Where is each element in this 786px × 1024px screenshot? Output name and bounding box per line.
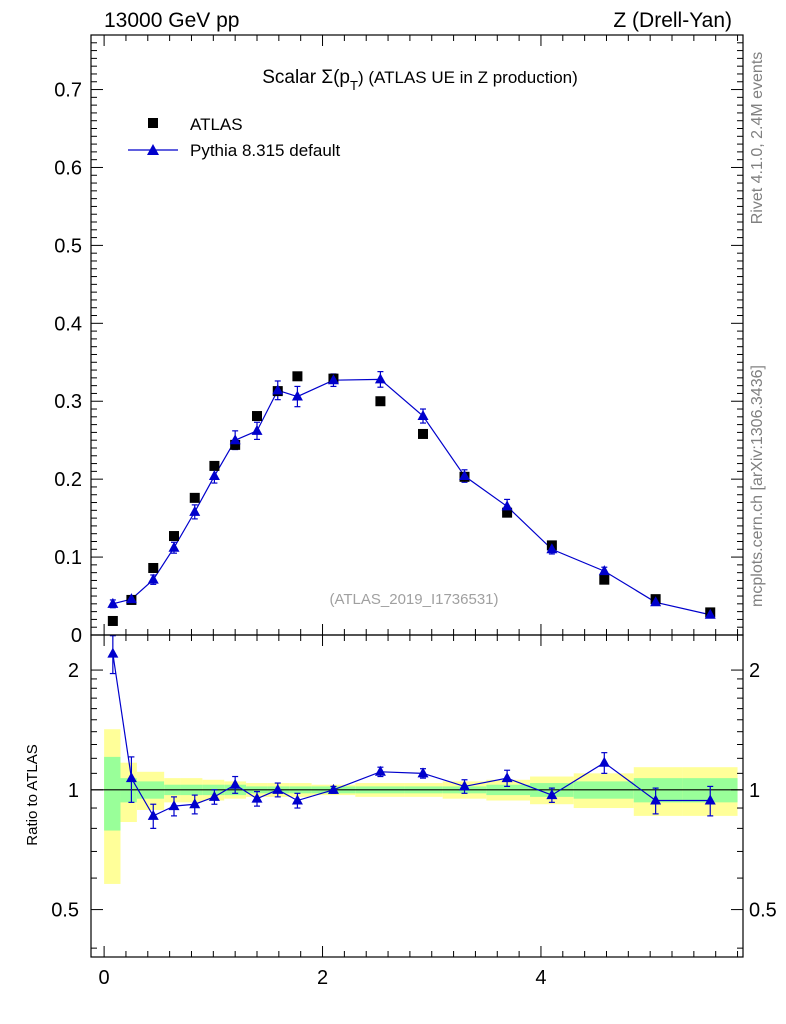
ratio-point: [168, 800, 180, 811]
mc-point: [251, 424, 263, 435]
legend-mc-marker: [147, 144, 159, 155]
data-point: [252, 411, 263, 422]
x-tick-label: 0: [99, 967, 110, 989]
y-tick-label: 0: [71, 625, 82, 647]
mc-point: [189, 505, 201, 516]
ratio-point: [374, 765, 386, 776]
ratio-band-inner: [104, 756, 121, 831]
data-point: [209, 460, 220, 471]
y-tick-label: 0.7: [54, 80, 82, 102]
ratio-point: [650, 794, 662, 805]
y-tick-label: 0.4: [54, 313, 82, 335]
ratio-y-tick-label: 0.5: [51, 900, 79, 922]
mc-point: [417, 410, 429, 421]
ratio-point: [417, 767, 429, 778]
mc-point: [208, 470, 220, 481]
mc-point: [598, 565, 610, 576]
mc-point: [501, 500, 513, 511]
ratio-y-tick-label: 2: [68, 660, 79, 682]
ratio-point: [107, 647, 119, 658]
mc-point: [168, 541, 180, 552]
data-point: [292, 371, 303, 382]
legend-data-label: ATLAS: [190, 115, 243, 134]
mc-point: [125, 593, 137, 604]
ratio-point: [291, 794, 303, 805]
chart-title: Scalar Σ(pT) (ATLAS UE in Z production): [262, 67, 578, 93]
mc-point: [374, 373, 386, 384]
mc-point: [546, 543, 558, 554]
ratio-point: [327, 783, 339, 794]
main-panel: 0 0.1 0.2 0.3 0.4 0.5 0.6 0.7: [54, 34, 744, 957]
y-tick-label: 0.2: [54, 469, 82, 491]
mc-line: [112, 378, 711, 616]
ratio-frame: [90, 634, 744, 958]
ratio-point: [147, 809, 159, 820]
x-tick-label: 2: [317, 967, 328, 989]
ratio-point: [704, 794, 716, 805]
title-main: Scalar Σ(p: [262, 67, 350, 88]
title-rest: ) (ATLAS UE in Z production): [358, 68, 578, 87]
data-point: [230, 439, 241, 450]
ratio-y-tick-label-right: 1: [749, 780, 760, 802]
ratio-point: [459, 780, 471, 791]
mc-point: [147, 573, 159, 584]
mc-point: [272, 384, 284, 395]
y-tick-label: 0.3: [54, 391, 82, 413]
legend-mc-label: Pythia 8.315 default: [190, 141, 341, 160]
ratio-point: [272, 783, 284, 794]
mc-point: [107, 597, 119, 608]
ratio-y-tick-label-right: 0.5: [749, 900, 777, 922]
data-point: [169, 531, 180, 542]
y-tick-label: 0.1: [54, 547, 82, 569]
legend-data-marker: [148, 118, 158, 128]
ratio-point: [229, 778, 241, 789]
rivet-version-label: Rivet 4.1.0, 2.4M events: [749, 52, 766, 225]
ratio-point: [598, 756, 610, 767]
data-point: [375, 396, 386, 407]
y-tick-label: 0.6: [54, 157, 82, 179]
ratio-y-axis-label: Ratio to ATLAS: [24, 744, 41, 845]
main-frame: [90, 34, 744, 636]
mc-point: [650, 596, 662, 607]
ratio-panel: 0 2 4 0.5 0.5 1 1 2 2: [51, 634, 777, 989]
ratio-point: [546, 789, 558, 800]
analysis-watermark: (ATLAS_2019_I1736531): [329, 591, 498, 608]
data-point: [189, 492, 200, 503]
mc-point: [704, 608, 716, 619]
ratio-y-tick-label-right: 2: [749, 660, 760, 682]
ratio-point: [189, 798, 201, 809]
ratio-y-tick-label: 1: [68, 780, 79, 802]
data-point: [599, 574, 610, 585]
ratio-point: [125, 772, 137, 783]
data-point: [502, 507, 513, 518]
mc-point: [291, 390, 303, 401]
x-tick-label: 4: [535, 967, 546, 989]
title-subscript: T: [350, 78, 358, 93]
process-name-label: Z (Drell-Yan): [613, 9, 732, 32]
mcplots-label: mcplots.cern.ch [arXiv:1306.3436]: [749, 365, 766, 607]
y-tick-label: 0.5: [54, 235, 82, 257]
ratio-point: [251, 792, 263, 803]
mc-point: [327, 374, 339, 385]
ratio-point: [208, 790, 220, 801]
data-point: [148, 562, 159, 573]
data-point: [107, 615, 118, 626]
mc-point: [229, 434, 241, 445]
process-energy-label: 13000 GeV pp: [104, 9, 239, 32]
data-point: [418, 428, 429, 439]
ratio-point: [501, 772, 513, 783]
mc-point: [459, 470, 471, 481]
